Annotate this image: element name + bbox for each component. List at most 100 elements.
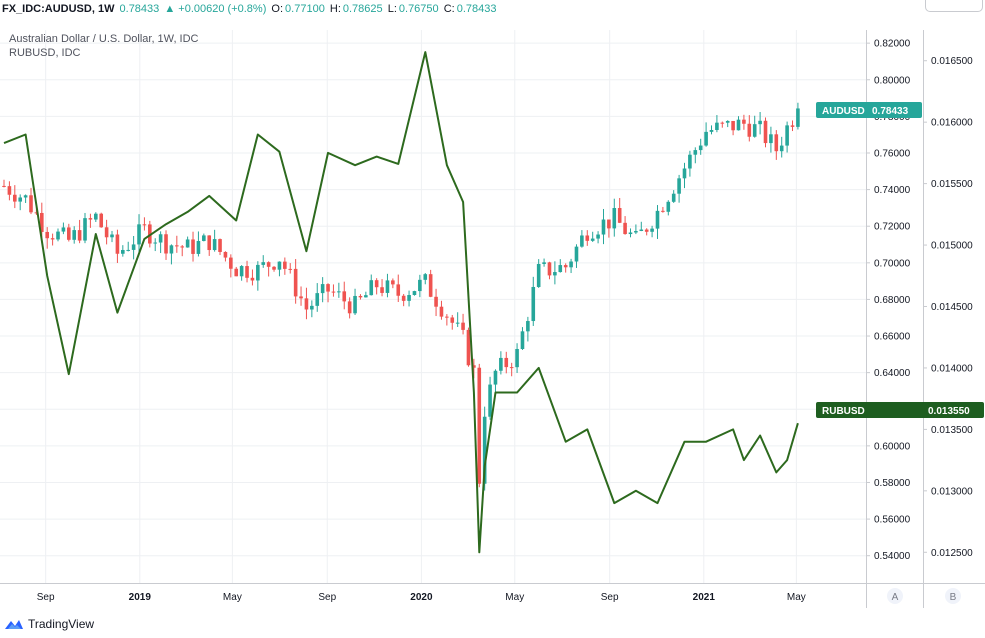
candle-body xyxy=(396,284,401,296)
scale-a-tick: 0.66000 xyxy=(874,332,911,343)
scale-b-axis[interactable]: 0.016500 0.016000 0.015500 0.015000 0.014500… xyxy=(923,56,973,559)
candle-body xyxy=(677,178,681,194)
candle-body xyxy=(747,123,752,137)
scale-b-button[interactable]: B xyxy=(945,588,961,604)
candle-body xyxy=(536,263,541,287)
candle-body xyxy=(23,195,28,198)
time-axis-label: May xyxy=(787,592,806,603)
candle-body xyxy=(288,268,293,270)
candle-body xyxy=(709,129,714,132)
candle-body xyxy=(547,262,552,276)
open-label: O: xyxy=(271,3,284,15)
candle-body xyxy=(29,195,33,213)
candle-body xyxy=(720,122,725,124)
scale-a-tick: 0.58000 xyxy=(874,478,911,489)
time-axis-label: Sep xyxy=(601,592,619,603)
candle-body xyxy=(634,230,638,233)
scale-b-tick: 0.015500 xyxy=(931,179,973,190)
candle-body xyxy=(509,367,514,369)
audusd-badge-value: 0.78433 xyxy=(872,106,909,117)
candle-body xyxy=(569,261,573,268)
legend-compare-series[interactable]: RUBUSD, IDC xyxy=(9,47,81,59)
candle-body xyxy=(769,134,773,144)
time-axis-label: 2021 xyxy=(693,592,716,603)
time-axis-label: May xyxy=(223,592,242,603)
candle-body xyxy=(88,218,93,220)
scale-b-tick: 0.016000 xyxy=(931,118,973,129)
candle-body xyxy=(731,120,735,131)
candle-body xyxy=(504,357,509,368)
chart-grid xyxy=(0,30,866,583)
candle-body xyxy=(256,264,260,281)
candle-body xyxy=(401,295,406,301)
time-axis-label: 2020 xyxy=(410,592,433,603)
time-axis-label: 2019 xyxy=(129,592,152,603)
candle-body xyxy=(763,120,768,144)
candle-body xyxy=(358,295,363,298)
candle-body xyxy=(207,235,212,251)
high-label: H: xyxy=(329,3,341,15)
candle-body xyxy=(94,213,98,220)
candle-body xyxy=(380,287,384,293)
candle-body xyxy=(104,227,109,238)
candle-body xyxy=(466,329,471,366)
candle-body xyxy=(601,219,606,235)
candle-body xyxy=(56,231,60,240)
symbol-title[interactable]: FX_IDC:AUDUSD, 1W xyxy=(2,3,115,15)
candle-body xyxy=(391,280,395,285)
scale-b-button-label: B xyxy=(950,592,957,603)
candle-body xyxy=(369,280,374,296)
candle-body xyxy=(563,265,568,268)
scale-b-tick: 0.014500 xyxy=(931,302,973,313)
candle-body xyxy=(774,134,779,152)
scale-a-tick: 0.64000 xyxy=(874,368,911,379)
candle-body xyxy=(542,262,546,264)
scale-a-button[interactable]: A xyxy=(887,588,903,604)
candle-body xyxy=(796,108,800,127)
low-label: L: xyxy=(387,3,397,15)
candle-body xyxy=(126,249,131,251)
candle-body xyxy=(261,262,266,265)
candle-body xyxy=(666,201,671,212)
candle-body xyxy=(131,244,136,250)
candle-body xyxy=(250,277,255,281)
close-value: 0.78433 xyxy=(456,3,497,15)
last-price: 0.78433 xyxy=(119,3,160,15)
candle-body xyxy=(412,291,417,296)
high-value: 0.78625 xyxy=(342,3,383,15)
candle-body xyxy=(704,131,708,146)
candle-body xyxy=(682,168,687,179)
candle-body xyxy=(698,145,703,151)
rubusd-badge-value: 0.013550 xyxy=(928,406,970,417)
tradingview-brand[interactable]: TradingView xyxy=(4,617,94,631)
toolbar-button[interactable] xyxy=(925,0,983,12)
candle-body xyxy=(612,208,617,229)
candle-body xyxy=(715,122,719,130)
scale-a-axis[interactable]: 0.820000.800000.780000.760000.740000.720… xyxy=(866,39,911,563)
audusd-badge-symbol: AUDUSD xyxy=(822,106,865,117)
candle-body xyxy=(191,239,195,254)
candle-body xyxy=(752,124,757,137)
time-axis-label: Sep xyxy=(37,592,55,603)
candle-body xyxy=(418,279,422,292)
scale-a-tick: 0.80000 xyxy=(874,75,911,86)
candle-body xyxy=(434,296,438,307)
candle-body xyxy=(779,145,784,152)
candle-body xyxy=(407,295,411,301)
time-axis[interactable]: Sep 2019 May Sep 2020 May Sep 2021 May xyxy=(37,592,806,603)
candle-body xyxy=(61,227,66,232)
candle-body xyxy=(515,348,519,368)
candle-body xyxy=(520,331,525,349)
legend-main-series[interactable]: Australian Dollar / U.S. Dollar, 1W, IDC xyxy=(9,33,199,45)
time-axis-label: Sep xyxy=(318,592,336,603)
candle-body xyxy=(18,197,23,202)
candle-body xyxy=(320,284,325,294)
low-value: 0.76750 xyxy=(398,3,439,15)
candle-body xyxy=(310,305,314,310)
candle-body xyxy=(590,238,595,241)
candle-body xyxy=(558,265,563,273)
candle-body xyxy=(785,125,789,146)
rubusd-price-badge: RUBUSD 0.013550 xyxy=(816,402,984,418)
candle-body xyxy=(385,280,390,293)
